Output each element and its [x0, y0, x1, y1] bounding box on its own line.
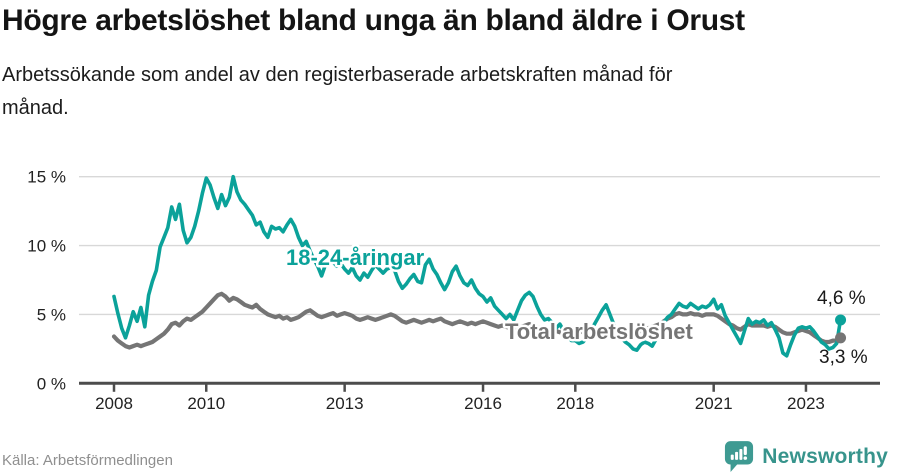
x-tick-label: 2008 — [95, 394, 133, 413]
end-dot-young — [835, 314, 847, 326]
series-end-dots — [835, 314, 847, 344]
chart-subtitle-line2: månad. — [2, 97, 69, 119]
y-tick-label: 15 % — [27, 168, 66, 187]
line-total — [111, 291, 843, 350]
x-axis-labels: 2008 2010 2013 2016 2018 2021 2023 — [95, 394, 825, 413]
x-tick-label: 2021 — [695, 394, 733, 413]
x-tick-label: 2016 — [464, 394, 502, 413]
series-lines — [111, 174, 843, 358]
chart-subtitle: Arbetssökande som andel av den registerb… — [2, 59, 672, 125]
source-note: Källa: Arbetsförmedlingen — [2, 452, 173, 469]
end-value-total: 3,3 % — [819, 347, 868, 368]
x-tick-label: 2013 — [326, 394, 364, 413]
x-tick-label: 2023 — [787, 394, 825, 413]
end-value-young: 4,6 % — [817, 288, 866, 309]
y-tick-label: 0 % — [37, 374, 66, 393]
line-young-18-24 — [112, 174, 843, 358]
y-axis-labels: 0 % 5 % 10 % 15 % — [27, 168, 66, 394]
series-label-total: Total arbetslöshet — [505, 319, 694, 344]
y-tick-label: 5 % — [37, 305, 66, 324]
newsworthy-bubble-chart-icon — [725, 441, 754, 472]
chart-title: Högre arbetslöshet bland unga än bland ä… — [2, 4, 745, 37]
y-tick-label: 10 % — [27, 237, 66, 256]
series-label-young: 18-24-åringar — [286, 245, 425, 270]
x-tick-label: 2018 — [556, 394, 594, 413]
newsworthy-wordmark: Newsworthy — [762, 445, 888, 468]
x-axis-ticks — [112, 384, 808, 392]
x-tick-label: 2010 — [187, 394, 225, 413]
chart-subtitle-line1: Arbetssökande som andel av den registerb… — [2, 64, 673, 86]
end-dot-total — [835, 332, 847, 344]
newsworthy-logo: Newsworthy — [724, 440, 888, 474]
gridlines — [79, 176, 880, 316]
